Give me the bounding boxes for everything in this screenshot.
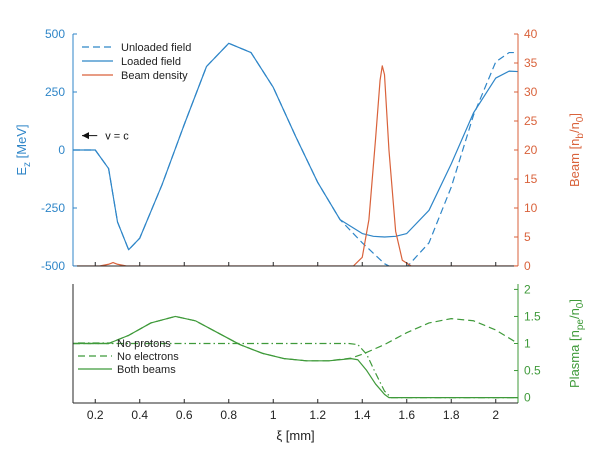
top-left-tick-label: 0 [58,143,65,157]
x-tick-label: 0.8 [220,408,237,422]
top-curves [73,42,518,266]
top-right-tick-label: 35 [524,56,538,70]
series-unloaded-field [73,42,518,266]
bottom-curves [73,315,518,399]
annotation-arrow-head [82,132,89,140]
top-right-tick-label: 40 [524,27,538,41]
x-tick-label: 1.8 [443,408,460,422]
top-left-tick-label: -500 [41,259,65,273]
top-left-tick-label: 250 [45,85,65,99]
x-tick-label: 0.6 [176,408,193,422]
annotation-text: v = c [105,131,129,143]
x-tick-label: 1 [270,408,277,422]
top-right-tick-label: 30 [524,85,538,99]
top-left-axis-label: Ez [MeV] [14,124,33,175]
top-left-tick-label: 500 [45,27,65,41]
top-right-tick-label: 5 [524,230,531,244]
legend-label-unloaded-field: Unloaded field [121,42,191,54]
bottom-right-tick-label: 0.5 [524,364,541,378]
bottom-right-axis-label: Plasma [npe/n0] [567,299,586,388]
top-right-tick-label: 20 [524,143,538,157]
top-panel: -500 -250 0 250 500 0 5 10 15 20 25 30 35 40 Ez [MeV] B… [14,27,586,273]
x-tick-label: 0.4 [131,408,148,422]
legend-label-no-electrons: No electrons [117,351,179,363]
legend-label-both-beams: Both beams [117,364,176,376]
legend-label-no-protons: No protons [117,338,171,350]
x-tick-label: 1.6 [398,408,415,422]
series-beam-density [73,65,518,266]
bottom-right-tick-label: 0 [524,391,531,405]
legend-label-beam-density: Beam density [121,70,188,82]
series-no-protons [73,342,518,399]
top-right-tick-label: 15 [524,172,538,186]
top-legend: Unloaded field Loaded field Beam density [82,42,191,82]
top-right-tick-label: 10 [524,201,538,215]
top-plot-area [73,34,518,266]
bottom-right-tick-label: 1.5 [524,309,541,323]
x-tick-label: 1.4 [354,408,371,422]
x-tick-label: 0.2 [87,408,104,422]
series-loaded-field [73,42,518,251]
x-tick-label: 1.2 [309,408,326,422]
bottom-right-tick-label: 1 [524,337,531,351]
x-tick-label: 2 [492,408,499,422]
series-both-beams [73,315,518,399]
bottom-panel: 0.2 0.4 0.6 0.8 1 1.2 1.4 1.6 1.8 2 0 0.5 1 1.5 2 ξ [mm… [72,282,586,443]
legend-label-loaded-field: Loaded field [121,56,181,68]
bottom-right-tick-label: 2 [524,282,531,296]
top-right-tick-label: 0 [524,259,531,273]
top-right-tick-label: 25 [524,114,538,128]
top-left-tick-label: -250 [41,201,65,215]
top-right-axis-label: Beam [nb/n0] [567,113,586,187]
x-axis-label: ξ [mm] [276,428,314,443]
